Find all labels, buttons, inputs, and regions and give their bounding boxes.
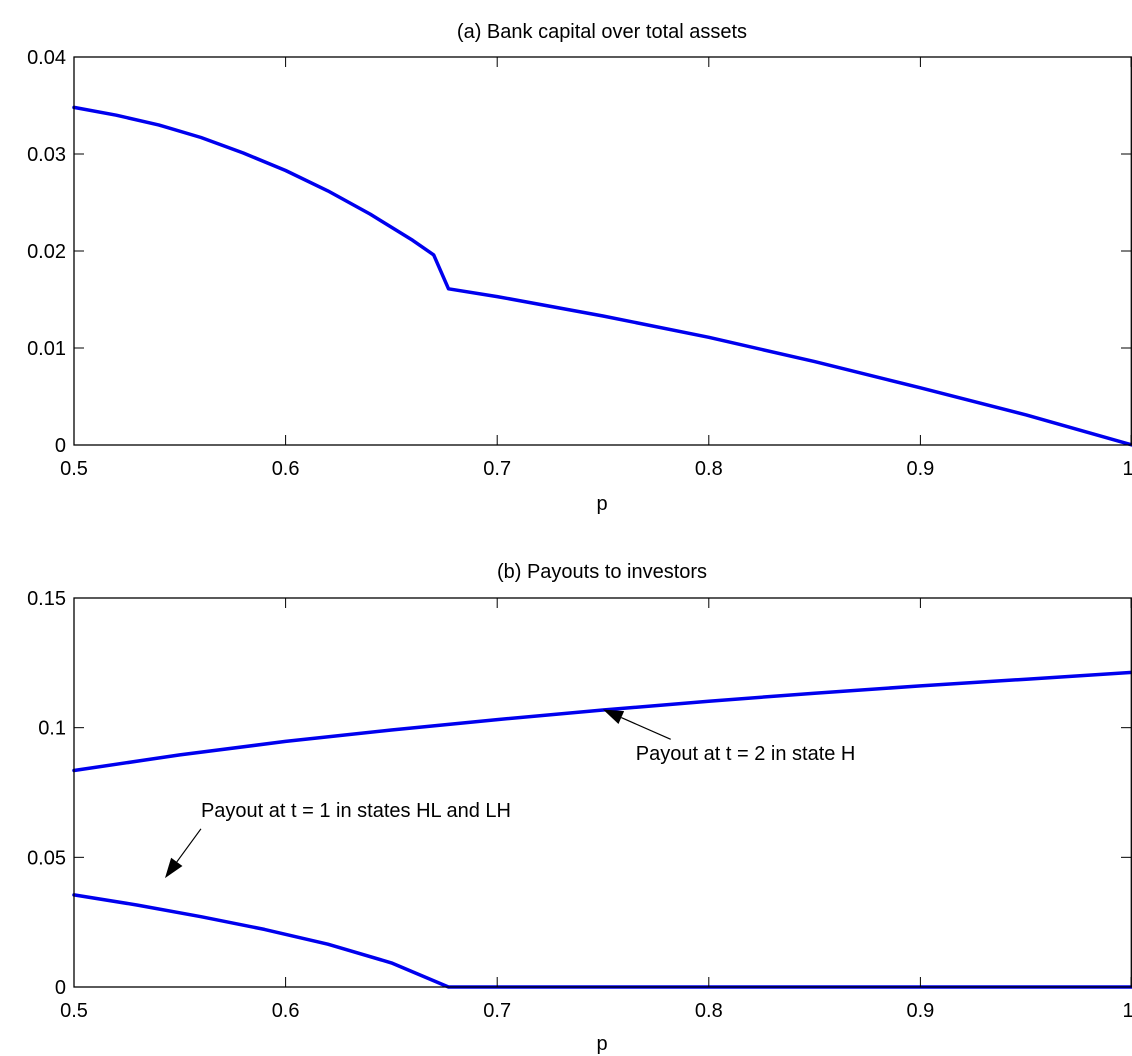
panel-a-title: (a) Bank capital over total assets bbox=[457, 21, 747, 43]
plot-frame bbox=[73, 597, 1132, 988]
panel-b-xlabel: p bbox=[596, 1033, 607, 1055]
panel-b-plot: 0.5 0.6 0.7 0.8 0.9 1 0 0.05 0.1 0.15 Payout at t … bbox=[27, 588, 1132, 1022]
annotation-label: Payout at t = 2 in state H bbox=[636, 743, 856, 765]
panel-a-plot: 0.5 0.6 0.7 0.8 0.9 1 0 0.01 0.02 0.03 0.04 bbox=[27, 47, 1132, 480]
y-tick-label: 0.1 bbox=[38, 718, 66, 740]
annotation-label: Payout at t = 1 in states HL and LH bbox=[201, 800, 511, 822]
x-tick-label: 0.9 bbox=[906, 1000, 934, 1022]
y-tick-label: 0.03 bbox=[27, 144, 66, 166]
annotation-arrow-line bbox=[176, 828, 202, 863]
plot-frame bbox=[73, 56, 1132, 446]
x-tick-label: 0.7 bbox=[483, 458, 511, 480]
panel-a: (a) Bank capital over total assets 0.5 0.… bbox=[27, 21, 1132, 515]
x-tick-label: 0.6 bbox=[272, 458, 300, 480]
annotation-arrowhead bbox=[164, 857, 183, 879]
y-tick-label: 0.01 bbox=[27, 338, 66, 360]
y-tick-label: 0 bbox=[55, 977, 66, 999]
series-line-2 bbox=[72, 893, 1132, 989]
x-tick-label: 1 bbox=[1122, 458, 1132, 480]
panel-a-xlabel: p bbox=[596, 493, 607, 515]
x-tick-label: 0.8 bbox=[695, 1000, 723, 1022]
series-line-1 bbox=[72, 105, 1132, 447]
series-line-1 bbox=[72, 670, 1132, 773]
x-tick-label: 0.5 bbox=[60, 458, 88, 480]
x-tick-label: 1 bbox=[1122, 1000, 1132, 1022]
x-tick-label: 0.5 bbox=[60, 1000, 88, 1022]
panel-b: (b) Payouts to investors 0.5 0.6 0.7 0.8 0.9… bbox=[27, 561, 1132, 1055]
annotation-arrow-line bbox=[621, 717, 671, 740]
x-tick-label: 0.7 bbox=[483, 1000, 511, 1022]
x-tick-label: 0.6 bbox=[272, 1000, 300, 1022]
x-tick-label: 0.8 bbox=[695, 458, 723, 480]
panel-b-title: (b) Payouts to investors bbox=[497, 561, 707, 583]
y-tick-label: 0.15 bbox=[27, 588, 66, 610]
x-tick-label: 0.9 bbox=[906, 458, 934, 480]
y-tick-label: 0.04 bbox=[27, 47, 66, 69]
y-tick-label: 0 bbox=[55, 435, 66, 457]
y-tick-label: 0.05 bbox=[27, 847, 66, 869]
y-tick-label: 0.02 bbox=[27, 241, 66, 263]
annotation-arrowhead bbox=[603, 709, 625, 724]
